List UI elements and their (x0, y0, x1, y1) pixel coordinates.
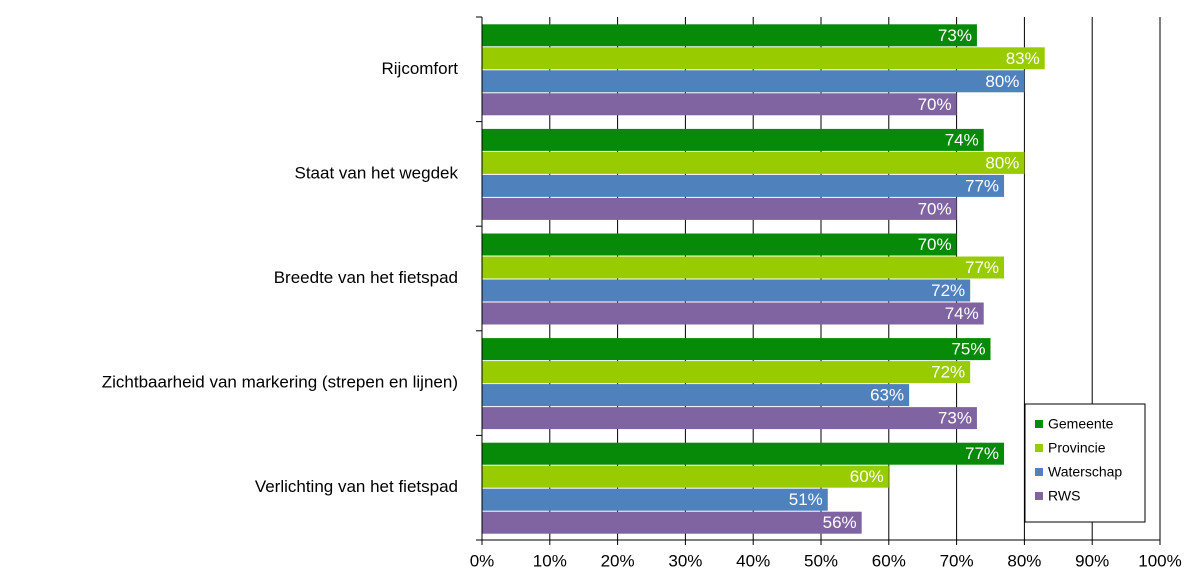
value-label: 70% (918, 199, 952, 218)
bar (482, 279, 971, 302)
x-tick-label: 60% (872, 551, 906, 570)
bar (482, 465, 889, 488)
bar (482, 256, 1005, 279)
bar (482, 361, 971, 384)
x-tick-label: 70% (940, 551, 974, 570)
value-label: 77% (965, 176, 999, 195)
bar (482, 511, 862, 534)
bar (482, 47, 1045, 70)
bar (482, 233, 957, 256)
value-label: 83% (1006, 49, 1040, 68)
bar (482, 302, 984, 325)
value-label: 77% (965, 444, 999, 463)
bar (482, 384, 910, 407)
value-label: 63% (870, 386, 904, 405)
x-tick-label: 80% (1007, 551, 1041, 570)
value-label: 73% (938, 26, 972, 45)
x-tick-label: 40% (736, 551, 770, 570)
legend-label: Provincie (1048, 440, 1106, 456)
x-tick-label: 100% (1138, 551, 1181, 570)
category-label: Zichtbaarheid van markering (strepen en … (102, 373, 458, 392)
value-label: 51% (789, 490, 823, 509)
category-label: Rijcomfort (381, 59, 458, 78)
bar (482, 174, 1005, 197)
bar (482, 93, 957, 116)
category-label: Breedte van het fietspad (274, 268, 458, 287)
value-label: 80% (985, 72, 1019, 91)
value-label: 72% (931, 363, 965, 382)
bar (482, 128, 984, 151)
legend-swatch (1035, 492, 1043, 500)
bar (482, 197, 957, 220)
value-label: 56% (823, 513, 857, 532)
x-tick-label: 10% (533, 551, 567, 570)
value-label: 72% (931, 281, 965, 300)
x-tick-label: 0% (470, 551, 495, 570)
value-label: 70% (918, 235, 952, 254)
bar (482, 407, 977, 430)
value-label: 75% (951, 340, 985, 359)
value-label: 74% (945, 304, 979, 323)
x-tick-label: 90% (1075, 551, 1109, 570)
legend-label: Waterschap (1048, 464, 1122, 480)
value-label: 77% (965, 258, 999, 277)
category-label: Staat van het wegdek (294, 163, 458, 182)
bar (482, 24, 977, 47)
value-label: 73% (938, 409, 972, 428)
x-tick-label: 50% (804, 551, 838, 570)
x-tick-label: 20% (601, 551, 635, 570)
value-label: 74% (945, 130, 979, 149)
bar (482, 338, 991, 361)
bar (482, 442, 1005, 465)
value-label: 70% (918, 95, 952, 114)
legend-swatch (1035, 444, 1043, 452)
legend-swatch (1035, 420, 1043, 428)
value-label: 60% (850, 467, 884, 486)
legend-swatch (1035, 468, 1043, 476)
bar (482, 151, 1025, 174)
bar (482, 70, 1025, 93)
legend-label: Gemeente (1048, 416, 1114, 432)
legend-label: RWS (1048, 488, 1080, 504)
x-tick-label: 30% (668, 551, 702, 570)
bar (482, 488, 828, 511)
category-label: Verlichting van het fietspad (255, 477, 458, 496)
value-label: 80% (985, 153, 1019, 172)
legend-box (1024, 403, 1146, 523)
